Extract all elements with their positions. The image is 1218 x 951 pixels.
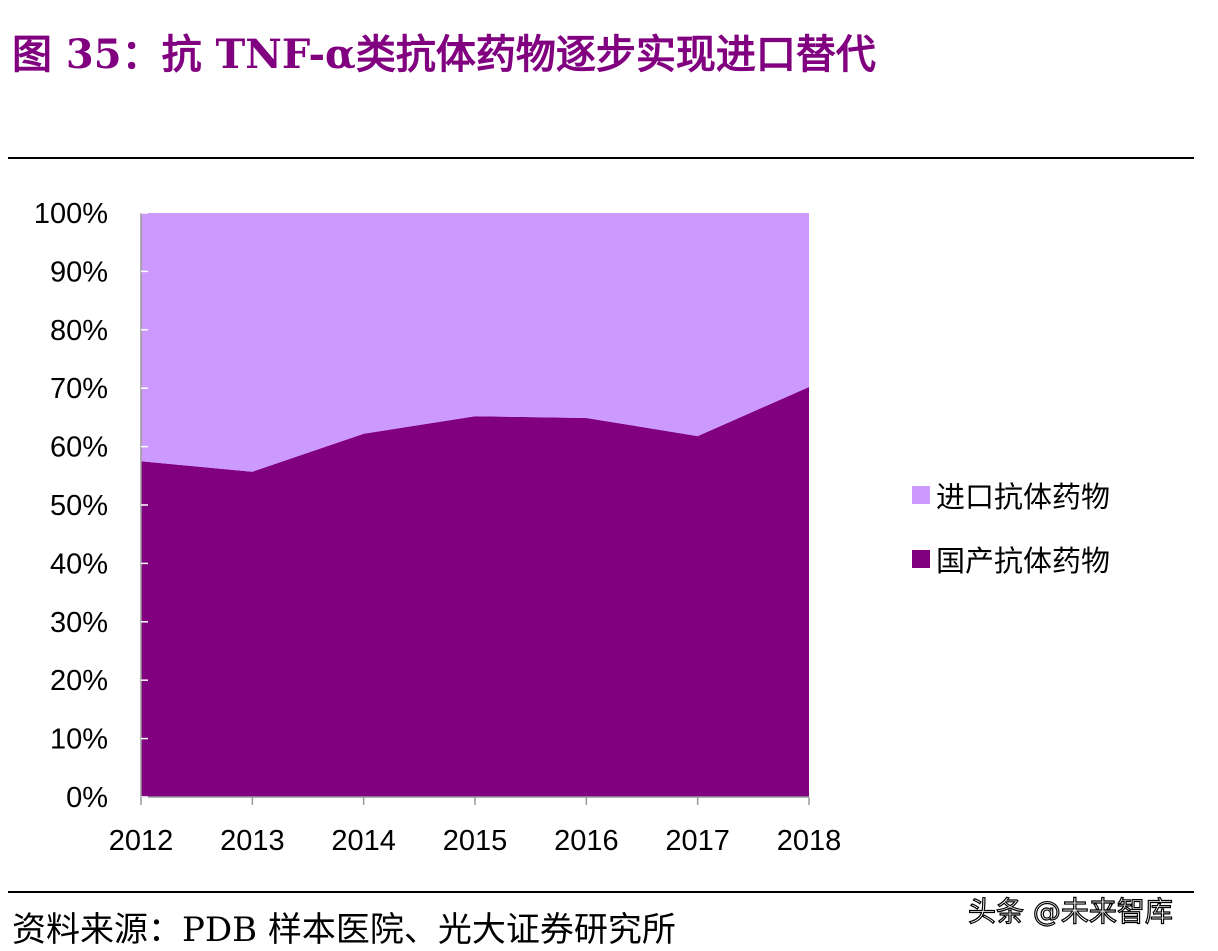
x-tick-label: 2014 bbox=[331, 825, 396, 857]
y-tick-label: 0% bbox=[66, 782, 108, 814]
legend-label: 进口抗体药物 bbox=[936, 480, 1110, 514]
area-series-1 bbox=[141, 213, 809, 472]
y-tick-label: 80% bbox=[50, 315, 108, 347]
y-tick-label: 10% bbox=[50, 724, 108, 756]
y-tick-label: 50% bbox=[50, 490, 108, 522]
legend-swatch bbox=[912, 486, 930, 504]
y-tick-label: 30% bbox=[50, 607, 108, 639]
x-tick-label: 2013 bbox=[220, 825, 285, 857]
y-tick-label: 20% bbox=[50, 665, 108, 697]
x-tick-label: 2017 bbox=[665, 825, 730, 857]
y-tick-label: 90% bbox=[50, 256, 108, 288]
y-tick-label: 70% bbox=[50, 373, 108, 405]
x-tick-label: 2018 bbox=[777, 825, 842, 857]
legend-label: 国产抗体药物 bbox=[936, 544, 1110, 578]
top-rule bbox=[8, 157, 1194, 159]
y-tick-label: 60% bbox=[50, 432, 108, 464]
x-tick-label: 2016 bbox=[554, 825, 619, 857]
stacked-area-chart: 0% 10% 20% 30% 40% 50% 60% 70% 80% 90% 100% 2012 201… bbox=[34, 198, 1110, 857]
source-note: 资料来源：PDB 样本医院、光大证券研究所 bbox=[12, 910, 676, 950]
x-tick-label: 2015 bbox=[443, 825, 508, 857]
y-tick-label: 40% bbox=[50, 548, 108, 580]
legend-swatch bbox=[912, 550, 930, 568]
figure-title: 图 35：抗 TNF-α类抗体药物逐步实现进口替代 bbox=[12, 31, 876, 78]
area-series-0 bbox=[141, 387, 809, 797]
y-tick-label: 100% bbox=[34, 198, 108, 230]
bottom-rule bbox=[8, 891, 1194, 893]
watermark: 头条 @未来智库 bbox=[967, 894, 1173, 928]
x-tick-label: 2012 bbox=[109, 825, 174, 857]
